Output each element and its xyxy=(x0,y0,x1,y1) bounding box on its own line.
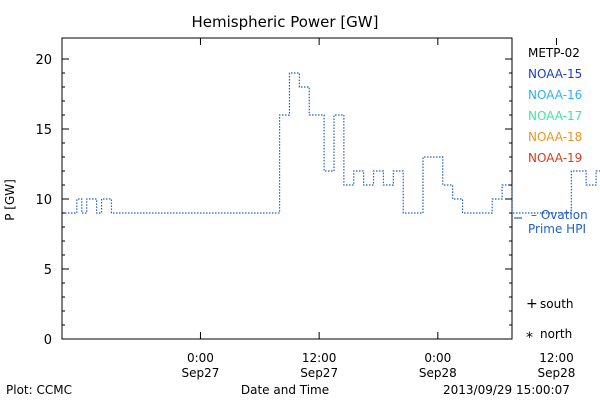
ovation-label-line2: Prime HPI xyxy=(528,222,586,236)
plot-frame xyxy=(61,37,513,340)
legend-item: NOAA-15 xyxy=(528,67,582,81)
legend-item: NOAA-16 xyxy=(528,88,582,102)
marker-legend-label: south xyxy=(540,297,574,311)
legend-item: NOAA-18 xyxy=(528,130,582,144)
x-tick-time-label: 0:00 xyxy=(187,351,214,365)
y-tick-label: 15 xyxy=(35,123,52,138)
chart-title: Hemispheric Power [GW] xyxy=(192,13,379,31)
x-axis: 0:00Sep2712:00Sep270:00Sep2812:00Sep280:… xyxy=(182,38,576,380)
x-axis-label: Date and Time xyxy=(241,383,329,397)
ovation-label-line1: – Ovation xyxy=(531,208,588,222)
y-tick-label: 0 xyxy=(44,333,52,348)
legend-item: METP-02 xyxy=(528,46,580,60)
marker-legend: + south * north xyxy=(526,296,574,346)
legend: METP-02 NOAA-15 NOAA-16 NOAA-17 NOAA-18 NOAA-… xyxy=(528,46,582,165)
x-tick-date-label: Sep28 xyxy=(419,366,457,380)
legend-item: NOAA-17 xyxy=(528,109,582,123)
marker-legend-symbol: + xyxy=(526,296,538,312)
x-tick-time-label: 12:00 xyxy=(539,351,574,365)
x-tick-time-label: 0:00 xyxy=(424,351,451,365)
y-tick-label: 5 xyxy=(44,263,52,278)
ovation-hpi-line xyxy=(62,72,600,214)
ovation-label: – Ovation Prime HPI xyxy=(528,208,588,236)
x-tick-time-label: 12:00 xyxy=(302,351,337,365)
footer-left: Plot: CCMC xyxy=(6,383,72,397)
x-tick-date-label: Sep27 xyxy=(300,366,338,380)
plot-area xyxy=(61,37,600,340)
x-tick-date-label: Sep28 xyxy=(538,366,576,380)
x-tick-date-label: Sep27 xyxy=(182,366,220,380)
y-tick-label: 10 xyxy=(35,193,52,208)
marker-legend-label: north xyxy=(540,327,572,341)
marker-legend-symbol: * xyxy=(526,330,533,346)
legend-item: NOAA-19 xyxy=(528,151,582,165)
y-axis-label: P [GW] xyxy=(3,179,17,221)
y-tick-label: 20 xyxy=(35,53,52,68)
y-axis: 0 5 10 15 20 xyxy=(35,53,512,348)
footer-timestamp: 2013/09/29 15:00:07 xyxy=(443,383,570,397)
